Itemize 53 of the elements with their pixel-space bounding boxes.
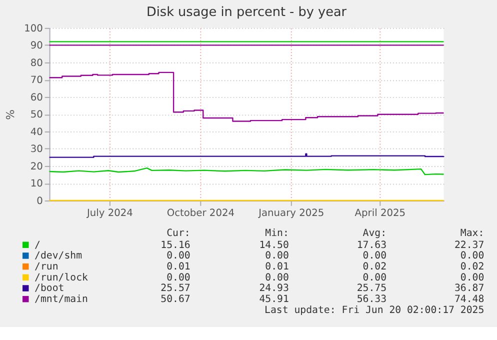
y-tick-label: 80 (30, 58, 43, 69)
y-tick-label: 70 (30, 75, 43, 86)
text: 45.91 (259, 294, 289, 306)
x-tick-label: January 2025 (258, 208, 324, 219)
legend-label: / (34, 240, 41, 251)
y-tick-label: 30 (30, 144, 43, 156)
text: Max: (460, 228, 484, 239)
legend-label: /run/lock (34, 272, 88, 284)
y-tick-label: 40 (30, 126, 43, 138)
text: 25.57 (160, 283, 190, 294)
text: 0.02 (460, 262, 484, 273)
y-tick-label: 20 (30, 161, 43, 172)
text: 0.00 (166, 250, 190, 262)
x-tick-label: July 2024 (86, 208, 133, 219)
text: 25.75 (356, 283, 387, 294)
text: 22.37 (454, 240, 484, 251)
text: 50.67 (160, 294, 190, 306)
text: 0.00 (166, 272, 190, 284)
legend-label: /mnt/main (34, 294, 88, 306)
text: 0.01 (166, 262, 190, 273)
text: 24.93 (259, 283, 289, 294)
y-tick-label: 0 (36, 196, 43, 207)
text: 0.00 (265, 272, 289, 284)
text: 0.02 (362, 262, 387, 273)
text: 0.00 (460, 250, 484, 262)
text: 0.00 (460, 272, 484, 284)
y-tick-label: 100 (24, 23, 43, 34)
text: 56.33 (356, 294, 387, 306)
legend-label: /run (34, 262, 58, 273)
text: 0.00 (362, 272, 387, 284)
y-tick-label: 90 (30, 40, 43, 52)
line-series (48, 167, 444, 176)
text: 74.48 (454, 294, 484, 306)
x-tick-label: April 2025 (354, 208, 406, 219)
text: 0.01 (265, 262, 289, 273)
y-tick-label: 60 (30, 92, 43, 104)
y-tick-label: 10 (30, 178, 43, 190)
y-axis-title: % (4, 110, 18, 120)
text: Last update: Fri Jun 20 02:00:17 2025 (264, 304, 484, 316)
text: 14.50 (259, 240, 289, 251)
text: 0.00 (265, 250, 289, 262)
chart-title: Disk usage in percent - by year (146, 5, 348, 20)
text: 17.63 (356, 240, 387, 251)
text: 36.87 (454, 283, 484, 294)
text: Cur: (166, 228, 190, 239)
text: Min: (265, 228, 289, 239)
x-tick-label: October 2024 (166, 208, 235, 219)
text: 0.00 (362, 250, 387, 262)
legend-label: /dev/shm (34, 250, 82, 262)
text: Avg: (362, 228, 387, 239)
text: 15.16 (160, 240, 190, 251)
y-tick-label: 50 (30, 110, 43, 121)
legend-label: /boot (34, 283, 64, 294)
